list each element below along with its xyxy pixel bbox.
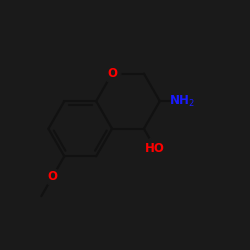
Text: HO: HO <box>145 142 165 154</box>
Text: NH$_2$: NH$_2$ <box>169 94 195 109</box>
Text: O: O <box>107 67 117 80</box>
Text: O: O <box>48 170 58 183</box>
